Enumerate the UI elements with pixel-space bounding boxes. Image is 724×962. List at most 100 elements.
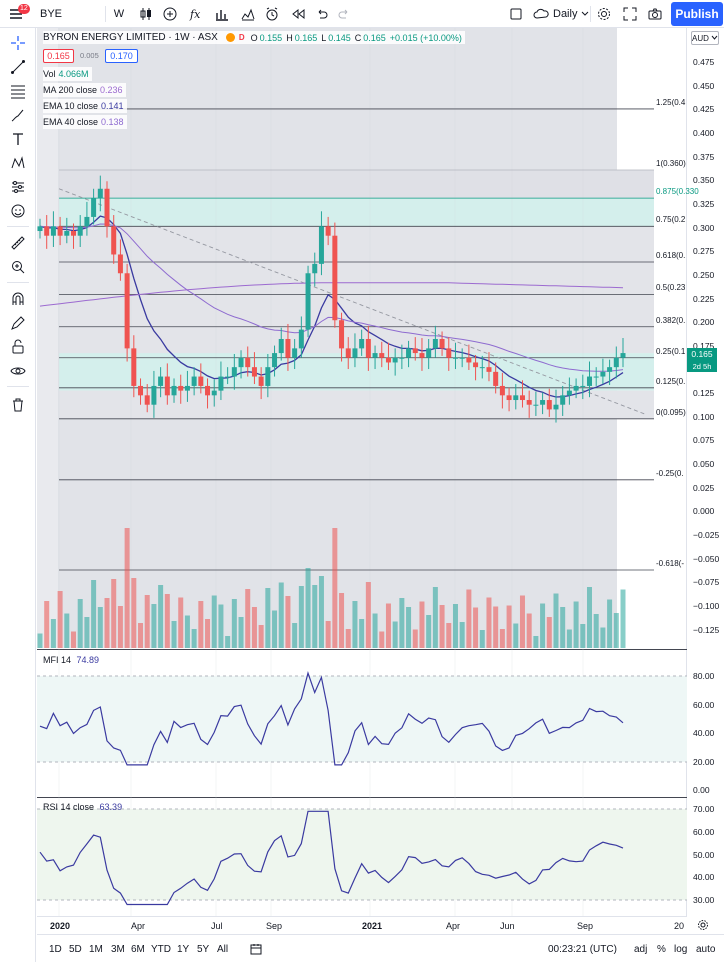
volume-bar <box>607 599 613 648</box>
menu-button[interactable]: 12 <box>4 0 30 28</box>
redo-button[interactable] <box>334 0 354 28</box>
rewind-icon <box>292 8 305 20</box>
gear-icon <box>598 8 610 20</box>
volume-bar <box>245 589 251 648</box>
candle <box>459 357 465 359</box>
replay-button[interactable] <box>288 0 308 28</box>
time-axis[interactable]: 2020 Apr Jul Sep 2021 Apr Jun Sep 20 <box>37 916 687 934</box>
expand-icon <box>623 7 637 21</box>
clock[interactable]: 00:23:21 (UTC) <box>548 943 617 955</box>
indicators-button[interactable]: fx <box>186 0 206 28</box>
candle <box>546 400 552 410</box>
lock-tool[interactable] <box>6 336 30 358</box>
fib-level-label: 0(0.095) <box>656 407 686 417</box>
range-button-1y[interactable]: 1Y <box>177 943 190 955</box>
volume-bar <box>372 613 378 648</box>
publish-button[interactable]: Publish <box>671 2 723 26</box>
percent-toggle[interactable]: % <box>657 943 666 955</box>
hide-tool[interactable] <box>6 360 30 382</box>
stay-drawing-tool[interactable] <box>6 312 30 334</box>
volume-bar <box>399 598 405 648</box>
candle <box>117 254 123 274</box>
symbol-legend[interactable]: BYRON ENERGY LIMITED · 1W · ASX D O 0.155… <box>43 31 465 44</box>
sell-button[interactable]: 0.165 <box>43 49 74 63</box>
price-axis[interactable]: 0.475 0.450 0.425 0.400 0.375 0.350 0.325 0.300… <box>687 28 724 916</box>
volume-bar <box>446 623 452 648</box>
volume-bar <box>526 613 532 648</box>
currency-label: AUD <box>692 33 709 43</box>
rsi-legend[interactable]: RSI 14 close 63.39 <box>43 802 122 812</box>
price-tick-label: −0.075 <box>693 577 720 588</box>
range-button-1m[interactable]: 1M <box>89 943 103 955</box>
range-button-3m[interactable]: 3M <box>111 943 125 955</box>
mfi-band <box>37 676 687 762</box>
chart-type-button[interactable] <box>136 0 156 28</box>
measure-tool[interactable] <box>6 232 30 254</box>
goto-date-button[interactable] <box>249 935 263 962</box>
brush-tool[interactable] <box>6 104 30 126</box>
undo-button[interactable] <box>312 0 332 28</box>
prediction-tool[interactable] <box>6 176 30 198</box>
compare-button[interactable] <box>160 0 180 28</box>
text-tool[interactable] <box>6 128 30 150</box>
price-tick-label: −0.125 <box>693 624 720 635</box>
range-button-ytd[interactable]: YTD <box>151 943 171 955</box>
candle <box>111 226 117 255</box>
range-button-1d[interactable]: 1D <box>49 943 62 955</box>
chart-area[interactable] <box>37 28 687 916</box>
adj-toggle[interactable]: adj <box>634 943 648 955</box>
pattern-tool[interactable] <box>6 152 30 174</box>
vol-label: Vol <box>43 69 56 79</box>
high-value: 0.165 <box>294 32 318 43</box>
candle <box>71 231 77 236</box>
candle <box>131 348 137 386</box>
range-button-all[interactable]: All <box>217 943 229 955</box>
ma200-legend[interactable]: MA 200 close 0.236 <box>43 83 126 97</box>
financials-button[interactable] <box>212 0 232 28</box>
candle <box>493 371 499 386</box>
auto-toggle[interactable]: auto <box>696 943 716 955</box>
crosshair-tool[interactable] <box>6 32 30 54</box>
trendline-tool[interactable] <box>6 56 30 78</box>
magnet-tool[interactable] <box>6 288 30 310</box>
volume-bar <box>620 589 626 648</box>
volume-bar <box>111 579 117 648</box>
volume-bar <box>298 586 304 648</box>
fx-icon: fx <box>189 8 201 21</box>
range-button-5y[interactable]: 5Y <box>197 943 210 955</box>
candle <box>251 367 257 377</box>
candle <box>339 320 345 349</box>
axis-settings-button[interactable] <box>697 919 709 934</box>
rsi-tick-label: 50.00 <box>693 849 715 860</box>
candle <box>586 376 592 386</box>
ema40-legend[interactable]: EMA 40 close 0.138 <box>43 115 127 129</box>
settings-button[interactable] <box>594 0 614 28</box>
spread-value: 0.005 <box>80 51 99 60</box>
icons-tool[interactable] <box>6 200 30 222</box>
range-button-5d[interactable]: 5D <box>69 943 82 955</box>
candle <box>620 353 626 358</box>
templates-button[interactable] <box>238 0 258 28</box>
zoom-tool[interactable] <box>6 256 30 278</box>
fullscreen-toggle[interactable] <box>506 0 526 28</box>
currency-selector[interactable]: AUD <box>691 31 719 45</box>
log-toggle[interactable]: log <box>674 943 688 955</box>
snapshot-button[interactable] <box>645 0 665 28</box>
volume-bar <box>499 629 505 648</box>
fib-tool[interactable] <box>6 80 30 102</box>
range-button-6m[interactable]: 6M <box>131 943 145 955</box>
volume-legend[interactable]: Vol 4.066M <box>43 67 92 81</box>
symbol-search[interactable]: BYE <box>40 0 100 28</box>
candle <box>97 188 103 199</box>
candle <box>533 404 539 406</box>
buy-button[interactable]: 0.170 <box>105 49 138 63</box>
candle <box>158 376 164 386</box>
remove-tool[interactable] <box>6 394 30 416</box>
interval-button[interactable]: W <box>110 0 128 28</box>
fullscreen-button[interactable] <box>620 0 640 28</box>
ema10-legend[interactable]: EMA 10 close 0.141 <box>43 99 127 113</box>
alert-button[interactable] <box>262 0 282 28</box>
mfi-legend[interactable]: MFI 14 74.89 <box>43 655 99 665</box>
timeframe-selector[interactable]: Daily <box>532 0 592 28</box>
